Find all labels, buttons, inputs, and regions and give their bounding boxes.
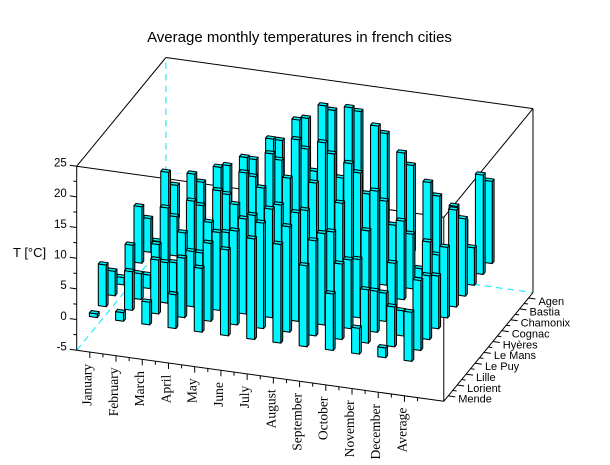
svg-text:20: 20 [54, 188, 67, 200]
svg-text:February: February [106, 367, 121, 416]
svg-text:May: May [185, 378, 200, 403]
svg-text:Le Mans: Le Mans [494, 350, 537, 362]
svg-text:Chamonix: Chamonix [521, 318, 571, 330]
svg-text:April: April [158, 375, 173, 404]
svg-text:Bastia: Bastia [530, 307, 561, 319]
svg-text:October: October [316, 396, 331, 440]
svg-text:Cognac: Cognac [512, 328, 550, 340]
svg-text:December: December [368, 403, 383, 459]
svg-text:Mende: Mende [458, 394, 492, 406]
svg-text:15: 15 [54, 219, 67, 231]
svg-text:T [°C]: T [°C] [13, 245, 46, 260]
svg-text:5: 5 [60, 280, 66, 292]
svg-text:Lille: Lille [476, 372, 496, 384]
svg-text:Lorient: Lorient [467, 383, 501, 395]
svg-text:Le Puy: Le Puy [485, 361, 520, 373]
svg-text:Average monthly temperatures i: Average monthly temperatures in french c… [147, 29, 452, 46]
svg-text:August: August [263, 389, 278, 428]
svg-text:0: 0 [60, 311, 66, 323]
svg-text:March: March [132, 371, 147, 406]
svg-text:Agen: Agen [538, 296, 564, 308]
svg-text:July: July [237, 385, 252, 408]
svg-text:Hyères: Hyères [503, 339, 538, 351]
svg-text:10: 10 [54, 250, 67, 262]
svg-text:June: June [211, 382, 226, 407]
svg-text:January: January [80, 364, 95, 406]
svg-text:25: 25 [54, 158, 67, 170]
svg-text:November: November [342, 400, 357, 457]
svg-text:September: September [289, 393, 304, 451]
svg-text:-5: -5 [57, 342, 67, 354]
svg-text:Average: Average [394, 408, 409, 453]
